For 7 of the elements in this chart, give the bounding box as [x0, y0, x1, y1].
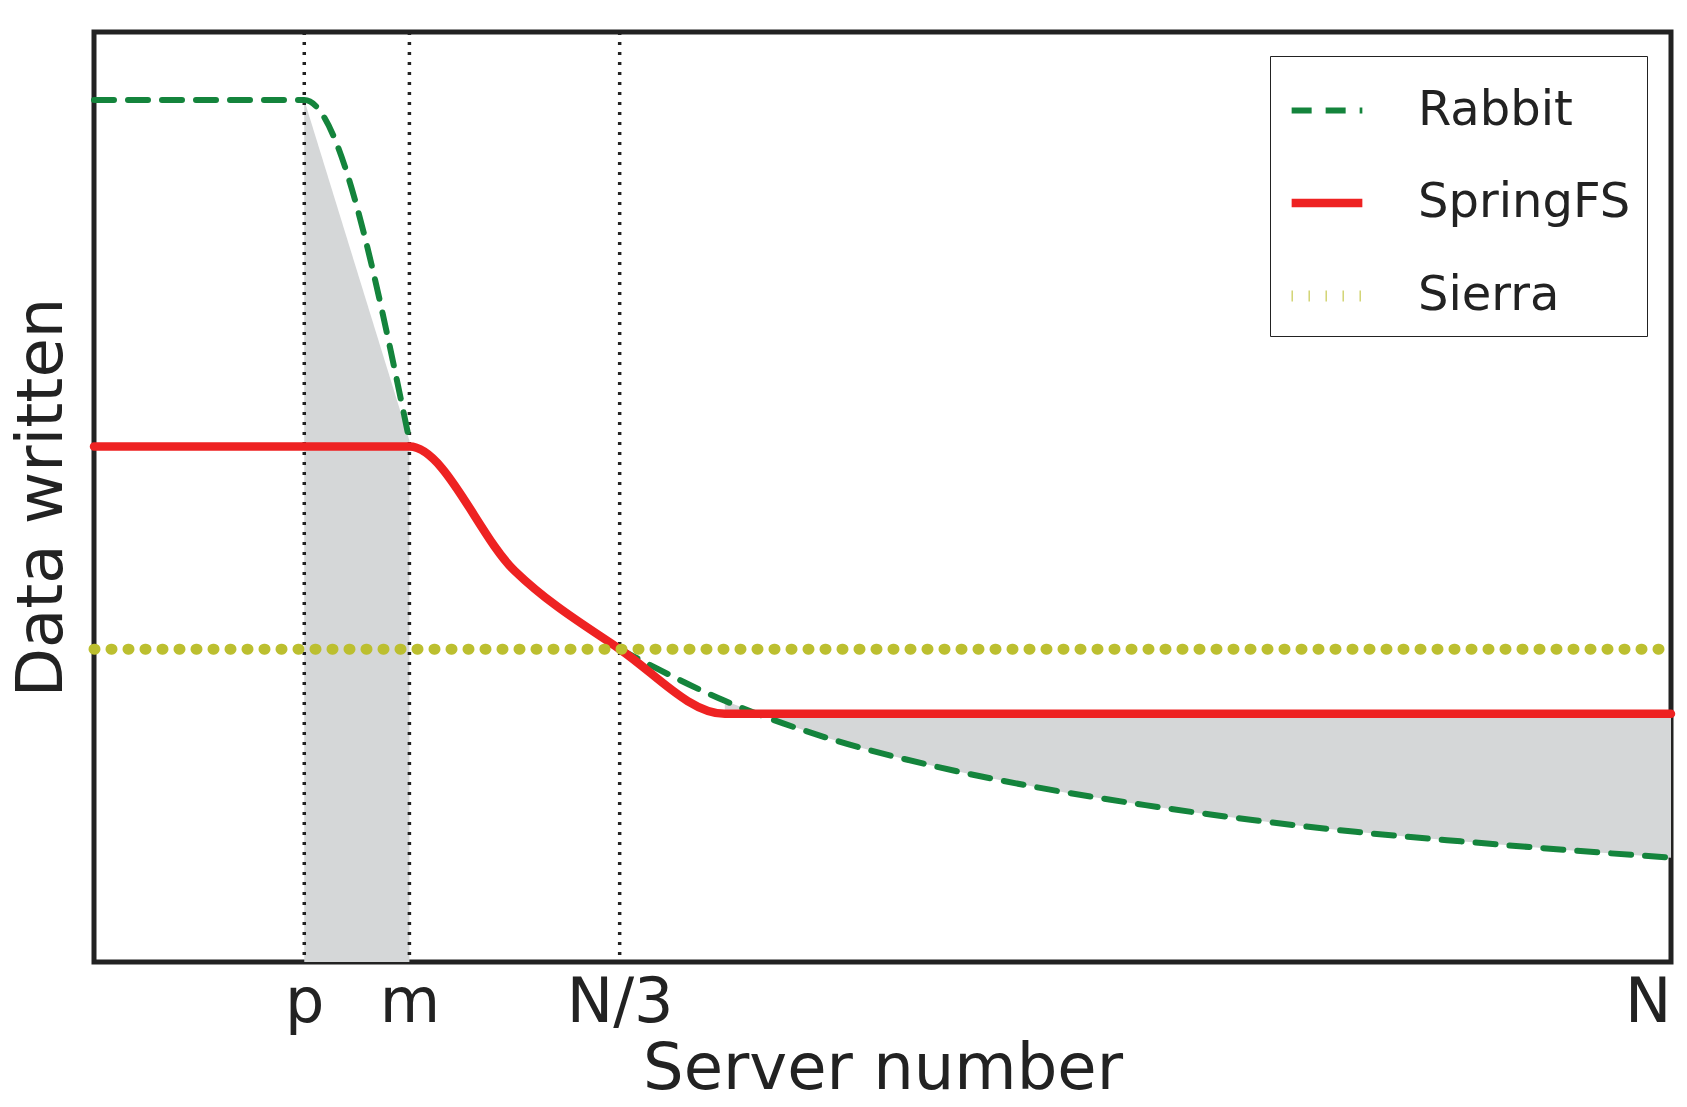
x-tick-label: N — [1625, 963, 1672, 1037]
x-tick-label: p — [285, 963, 325, 1037]
y-axis-title: Data written — [2, 297, 77, 698]
x-tick-label: m — [379, 963, 441, 1037]
legend-label: Rabbit — [1418, 79, 1573, 136]
legend-label: SpringFS — [1418, 172, 1631, 228]
legend-label: Sierra — [1418, 265, 1560, 321]
